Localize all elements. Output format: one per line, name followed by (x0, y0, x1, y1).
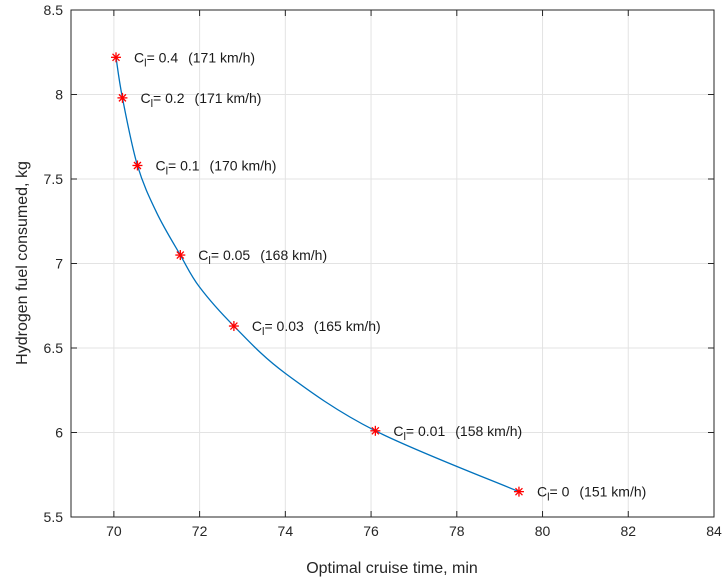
x-tick-label: 76 (363, 523, 379, 539)
annotation-subscript: l (144, 57, 146, 69)
marker-annotation: Cl= 0.03 (165 km/h) (252, 318, 381, 338)
x-tick-label: 82 (620, 523, 636, 539)
marker-annotation: Cl= 0.2 (171 km/h) (140, 90, 261, 110)
annotation-coefficient: C (537, 484, 547, 500)
asterisk-marker (175, 250, 186, 261)
annotation-subscript: l (547, 492, 549, 504)
y-tick-label: 6 (55, 425, 63, 441)
y-tick-label: 6.5 (44, 340, 64, 356)
asterisk-marker (117, 92, 128, 103)
x-axis-label: Optimal cruise time, min (306, 560, 478, 577)
annotation-speed: (171 km/h) (195, 90, 262, 106)
curve-layer (115, 57, 520, 493)
annotation-coefficient: C (252, 318, 262, 334)
annotation-subscript: l (166, 165, 168, 177)
annotation-coefficient: C (198, 247, 208, 263)
y-tick-label: 7 (55, 256, 63, 272)
y-tick-label: 7.5 (44, 171, 64, 187)
marker-annotation: Cl= 0.1 (170 km/h) (155, 157, 276, 177)
annotation-coefficient: C (140, 90, 150, 106)
x-tick-label: 78 (449, 523, 465, 539)
x-tick-label: 72 (192, 523, 208, 539)
y-tick-label: 8 (55, 87, 63, 103)
y-tick-label: 5.5 (44, 509, 64, 525)
x-tick-labels: 70 72 74 76 78 80 82 84 (106, 10, 722, 539)
annotation-coefficient: C (155, 157, 165, 173)
annotation-coefficient: C (393, 423, 403, 439)
annotation-value: = 0.03 (264, 318, 304, 334)
annotation-speed: (168 km/h) (260, 247, 327, 263)
annotation-speed: (171 km/h) (188, 49, 255, 65)
annotation-speed: (170 km/h) (210, 157, 277, 173)
x-tick-label: 80 (535, 523, 551, 539)
annotation-value: = 0.01 (406, 423, 446, 439)
fuel-vs-time-line (115, 57, 520, 493)
asterisk-marker (370, 425, 381, 436)
annotation-speed: (151 km/h) (579, 484, 646, 500)
annotation-value: = 0.2 (153, 90, 185, 106)
x-tick-label: 74 (278, 523, 294, 539)
annotation-speed: (165 km/h) (314, 318, 381, 334)
marker-annotation: Cl= 0.4 (171 km/h) (134, 49, 255, 69)
marker-annotation: Cl= 0 (151 km/h) (537, 484, 646, 504)
annotation-coefficient: C (134, 49, 144, 65)
x-tick-label: 70 (106, 523, 122, 539)
annotation-subscript: l (208, 255, 210, 267)
annotation-value: = 0.05 (211, 247, 251, 263)
annotation-speed: (158 km/h) (455, 423, 522, 439)
asterisk-marker (513, 486, 524, 497)
asterisk-marker (228, 321, 239, 332)
annotation-value: = 0.1 (168, 157, 200, 173)
annotation-layer: Cl= 0.4 (171 km/h)Cl= 0.2 (171 km/h)Cl= 0.… (134, 49, 646, 503)
annotation-subscript: l (403, 431, 405, 443)
marker-layer (111, 52, 524, 497)
asterisk-marker (111, 52, 122, 63)
asterisk-marker (132, 160, 143, 171)
y-tick-label: 8.5 (44, 2, 64, 18)
annotation-subscript: l (151, 98, 153, 110)
marker-annotation: Cl= 0.05 (168 km/h) (198, 247, 327, 267)
y-tick-labels: 5.5 6 6.5 7 7.5 8 8.5 (44, 2, 714, 525)
marker-annotation: Cl= 0.01 (158 km/h) (393, 423, 522, 443)
annotation-value: = 0 (550, 484, 570, 500)
x-tick-label: 84 (706, 523, 722, 539)
annotation-subscript: l (262, 326, 264, 338)
y-axis-label: Hydrogen fuel consumed, kg (14, 161, 31, 365)
annotation-value: = 0.4 (147, 49, 179, 65)
